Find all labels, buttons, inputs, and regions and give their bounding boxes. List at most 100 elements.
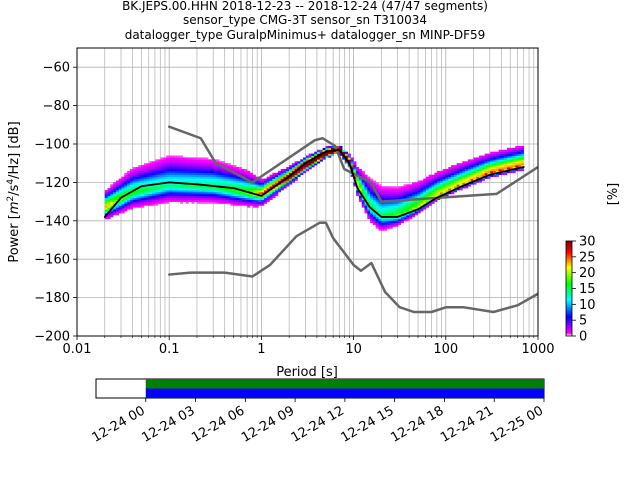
heatmap-cell [272,172,276,176]
heatmap-cell [520,149,525,152]
heatmap-cell [174,188,178,191]
heatmap-cell [250,197,254,200]
heatmap-cell [409,193,413,197]
heatmap-cell [361,172,365,176]
heatmap-cell [473,178,477,181]
heatmap-cell [233,203,237,206]
heatmap-cell [481,165,485,168]
heatmap-cell [308,167,312,170]
heatmap-cell [185,180,189,183]
heatmap-cell [185,174,189,177]
heatmap-cell [138,168,142,172]
heatmap-cell [115,186,120,189]
heatmap-cell [384,192,388,195]
heatmap-cell [406,184,410,187]
heatmap-cell [208,178,212,181]
heatmap-cell [194,197,198,200]
y-tick-label: −180 [34,291,70,306]
heatmap-cell [188,186,192,189]
heatmap-cell [255,203,259,206]
heatmap-cell [375,188,379,191]
heatmap-cell [347,165,351,168]
heatmap-cell [163,180,167,183]
heatmap-cell [250,193,254,197]
heatmap-cell [459,165,463,168]
heatmap-cell [395,207,399,210]
heatmap-cell [428,186,432,189]
heatmap-cell [515,157,519,160]
heatmap-cell [381,226,385,229]
heatmap-cell [216,174,220,177]
heatmap-cell [174,186,178,189]
heatmap-cell [425,186,430,189]
heatmap-cell [216,172,220,176]
heatmap-cell [409,192,413,195]
heatmap-cell [227,167,231,170]
heatmap-cell [132,195,136,199]
heatmap-cell [451,165,455,168]
heatmap-cell [434,176,438,179]
heatmap-cell [386,218,390,222]
heatmap-cell [356,184,360,187]
heatmap-cell [236,203,240,206]
heatmap-cell [247,195,251,199]
heatmap-cell [347,157,351,160]
heatmap-cell [222,188,226,191]
heatmap-cell [403,205,407,208]
heatmap-cell [188,192,192,195]
heatmap-cell [177,170,181,174]
heatmap-cell [364,182,368,185]
heatmap-cell [261,201,265,204]
heatmap-cell [129,205,133,208]
heatmap-cell [370,203,374,206]
heatmap-cell [431,201,435,204]
heatmap-cell [314,151,318,154]
heatmap-cell [347,159,351,162]
title-line-3: datalogger_type GuralpMinimus+ datalogge… [125,28,486,42]
heatmap-cell [233,182,237,185]
heatmap-cell [238,178,242,181]
heatmap-cell [459,176,463,179]
heatmap-cell [389,197,393,200]
heatmap-cell [169,163,173,166]
heatmap-cell [199,165,203,168]
heatmap-cell [484,159,488,162]
heatmap-cell [182,184,187,187]
heatmap-cell [222,195,226,199]
heatmap-cell [319,149,323,152]
heatmap-cell [350,159,354,162]
heatmap-cell [255,195,259,199]
heatmap-cell [110,192,114,195]
heatmap-cell [372,216,376,220]
heatmap-cell [400,195,404,199]
heatmap-cell [141,195,145,199]
heatmap-cell [138,165,142,168]
heatmap-cell [127,176,131,179]
heatmap-cell [222,170,226,174]
heatmap-cell [163,190,167,193]
heatmap-cell [417,180,421,183]
heatmap-cell [157,168,161,172]
heatmap-cell [250,178,254,181]
heatmap-cell [414,213,418,216]
heatmap-cell [518,147,522,151]
heatmap-cell [205,193,209,197]
heatmap-cell [386,209,390,212]
heatmap-cell [205,190,209,193]
heatmap-cell [135,203,139,206]
heatmap-cell [135,168,139,172]
heatmap-cell [456,163,460,166]
heatmap-cell [263,201,268,204]
heatmap-cell [143,172,147,176]
heatmap-cell [445,176,449,179]
heatmap-cell [484,157,488,160]
heatmap-cell [236,168,240,172]
heatmap-cell [155,170,159,174]
heatmap-cell [504,153,508,156]
heatmap-cell [431,176,435,179]
heatmap-cell [423,205,427,208]
heatmap-cell [479,180,483,183]
heatmap-cell [185,159,189,162]
heatmap-cell [400,193,404,197]
